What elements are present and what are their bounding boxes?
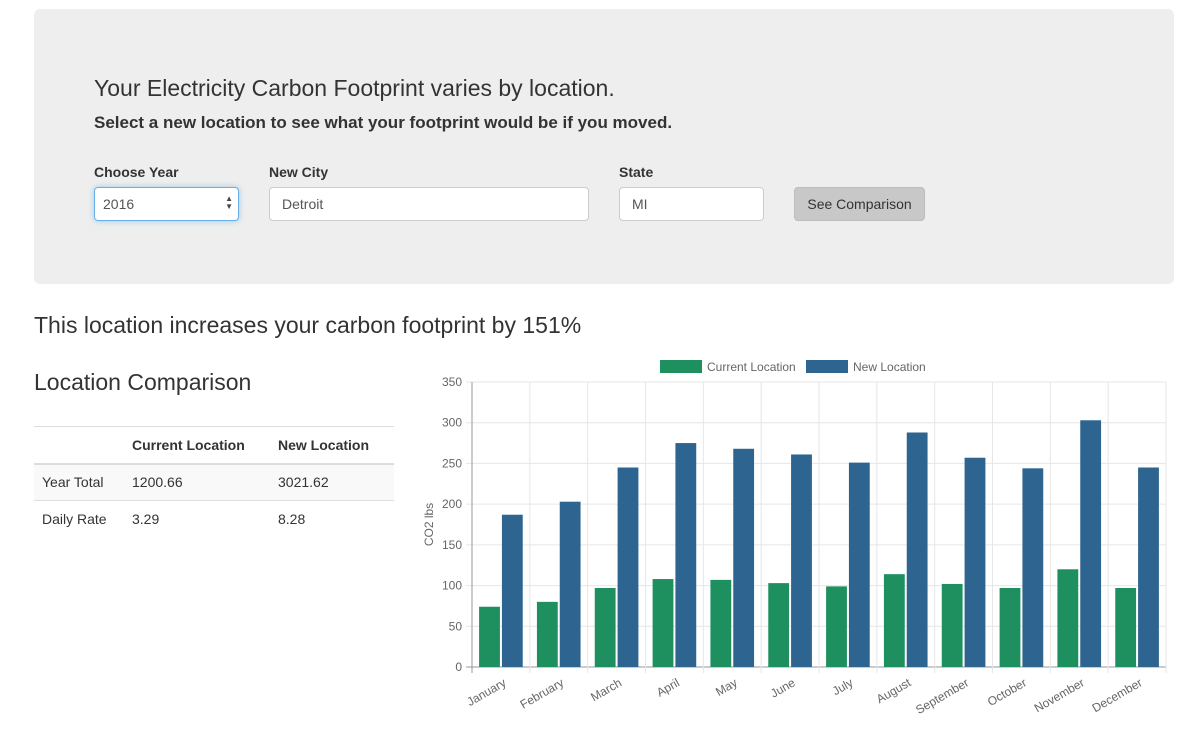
table-cell: 8.28 (270, 500, 394, 538)
bar-new-location (964, 457, 986, 667)
x-tick-label: October (985, 675, 1029, 708)
x-tick-label: September (913, 675, 971, 716)
y-axis-label: CO2 lbs (422, 503, 436, 546)
comparison-table: Current Location New Location Year Total… (34, 426, 394, 538)
table-header: New Location (270, 426, 394, 465)
bar-current-location (999, 588, 1021, 667)
city-input[interactable]: Detroit (269, 187, 589, 221)
y-tick-label: 300 (442, 416, 462, 430)
bar-current-location (768, 583, 790, 667)
table-cell: 3021.62 (270, 463, 394, 501)
bar-new-location (1138, 467, 1159, 667)
bar-new-location (559, 501, 581, 667)
y-tick-label: 350 (442, 375, 462, 389)
bar-current-location (479, 606, 500, 667)
bar-current-location (1057, 569, 1079, 667)
x-tick-label: November (1032, 675, 1087, 715)
x-tick-label: August (874, 675, 914, 706)
table-header: Current Location (124, 426, 270, 465)
x-tick-label: May (713, 675, 740, 698)
y-tick-label: 250 (442, 456, 462, 470)
table-header (34, 426, 124, 465)
year-label: Choose Year (94, 164, 179, 180)
table-row: Daily Rate 3.29 8.28 (34, 500, 394, 538)
year-select[interactable]: 2016 ▲ ▼ (94, 187, 239, 221)
bar-current-location (826, 586, 847, 667)
comparison-title: Location Comparison (34, 369, 252, 395)
city-label: New City (269, 164, 329, 180)
y-tick-label: 150 (442, 538, 462, 552)
table-row: Year Total 1200.66 3021.62 (34, 463, 394, 501)
x-tick-label: February (518, 675, 567, 711)
legend-label-current: Current Location (707, 360, 796, 374)
table-cell: 1200.66 (124, 463, 270, 501)
legend-swatch-current (660, 360, 702, 373)
table-header-row: Current Location New Location (34, 426, 394, 465)
bar-current-location (536, 601, 558, 667)
bar-new-location (848, 462, 870, 667)
x-tick-label: January (464, 675, 508, 708)
year-select-value: 2016 (103, 196, 135, 212)
state-label: State (619, 164, 654, 180)
x-tick-label: March (588, 675, 624, 704)
bar-current-location (594, 588, 616, 667)
x-tick-label: June (768, 675, 798, 700)
bar-new-location (906, 432, 928, 667)
bar-current-location (1115, 588, 1137, 667)
bar-current-location (710, 579, 732, 667)
bar-new-location (1022, 468, 1044, 667)
state-input[interactable]: MI (619, 187, 764, 221)
legend-label-new: New Location (853, 360, 926, 374)
select-arrows-icon: ▲ ▼ (225, 194, 233, 211)
table-cell: Daily Rate (34, 500, 124, 538)
bar-new-location (675, 443, 697, 667)
page-subtitle: Select a new location to see what your f… (94, 113, 673, 132)
y-tick-label: 100 (442, 579, 462, 593)
bar-current-location (883, 574, 905, 667)
y-tick-label: 0 (455, 660, 462, 674)
bar-current-location (652, 579, 674, 667)
jumbotron: Your Electricity Carbon Footprint varies… (34, 9, 1174, 284)
table-cell: Year Total (34, 463, 124, 501)
see-comparison-button[interactable]: See Comparison (794, 187, 925, 221)
x-tick-label: July (830, 675, 855, 698)
x-tick-label: April (654, 675, 682, 699)
bar-new-location (1080, 420, 1102, 667)
bar-new-location (501, 514, 523, 667)
x-tick-label: December (1090, 675, 1145, 715)
legend-swatch-new (806, 360, 848, 373)
bar-new-location (791, 454, 812, 667)
table-cell: 3.29 (124, 500, 270, 538)
monthly-co2-bar-chart: 0 50 100 150 200 250 300 350 January February Marc… (422, 360, 1167, 717)
bar-new-location (617, 467, 639, 667)
bar-new-location (733, 448, 755, 667)
y-tick-label: 200 (442, 497, 462, 511)
result-headline: This location increases your carbon foot… (34, 312, 582, 338)
bar-current-location (941, 583, 963, 667)
page-title: Your Electricity Carbon Footprint varies… (94, 75, 615, 101)
y-tick-label: 50 (449, 619, 463, 633)
